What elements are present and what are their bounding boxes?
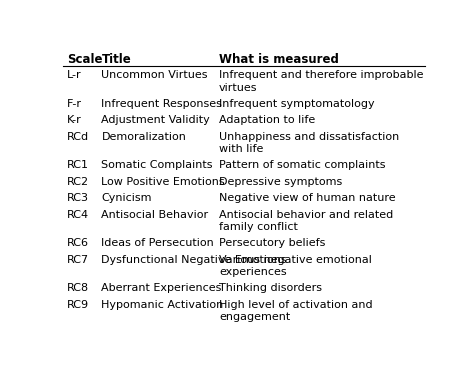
Text: Thinking disorders: Thinking disorders	[219, 283, 322, 293]
Text: Dysfunctional Negative Emotions: Dysfunctional Negative Emotions	[101, 255, 287, 264]
Text: Cynicism: Cynicism	[101, 193, 152, 203]
Text: L-r: L-r	[67, 70, 82, 80]
Text: Somatic Complaints: Somatic Complaints	[101, 160, 213, 170]
Text: Adjustment Validity: Adjustment Validity	[101, 115, 210, 125]
Text: RC1: RC1	[67, 160, 89, 170]
Text: Title: Title	[101, 53, 131, 66]
Text: Depressive symptoms: Depressive symptoms	[219, 177, 342, 187]
Text: F-r: F-r	[67, 99, 82, 109]
Text: Low Positive Emotions: Low Positive Emotions	[101, 177, 225, 187]
Text: Demoralization: Demoralization	[101, 132, 186, 142]
Text: Ideas of Persecution: Ideas of Persecution	[101, 238, 214, 248]
Text: Antisocial Behavior: Antisocial Behavior	[101, 210, 209, 219]
Text: Pattern of somatic complaints: Pattern of somatic complaints	[219, 160, 385, 170]
Text: RC9: RC9	[67, 299, 90, 310]
Text: Persecutory beliefs: Persecutory beliefs	[219, 238, 326, 248]
Text: What is measured: What is measured	[219, 53, 339, 66]
Text: Unhappiness and dissatisfaction
with life: Unhappiness and dissatisfaction with lif…	[219, 132, 399, 154]
Text: RC2: RC2	[67, 177, 90, 187]
Text: Infrequent symptomatology: Infrequent symptomatology	[219, 99, 374, 109]
Text: K-r: K-r	[67, 115, 82, 125]
Text: RC8: RC8	[67, 283, 90, 293]
Text: RC3: RC3	[67, 193, 89, 203]
Text: Adaptation to life: Adaptation to life	[219, 115, 315, 125]
Text: RC4: RC4	[67, 210, 90, 219]
Text: RCd: RCd	[67, 132, 90, 142]
Text: Uncommon Virtues: Uncommon Virtues	[101, 70, 208, 80]
Text: Infrequent and therefore improbable
virtues: Infrequent and therefore improbable virt…	[219, 70, 424, 93]
Text: Infrequent Responses: Infrequent Responses	[101, 99, 222, 109]
Text: High level of activation and
engagement: High level of activation and engagement	[219, 299, 373, 322]
Text: Antisocial behavior and related
family conflict: Antisocial behavior and related family c…	[219, 210, 393, 232]
Text: Various negative emotional
experiences: Various negative emotional experiences	[219, 255, 372, 277]
Text: RC7: RC7	[67, 255, 90, 264]
Text: Negative view of human nature: Negative view of human nature	[219, 193, 396, 203]
Text: Hypomanic Activation: Hypomanic Activation	[101, 299, 224, 310]
Text: Scale: Scale	[67, 53, 103, 66]
Text: Aberrant Experiences: Aberrant Experiences	[101, 283, 222, 293]
Text: RC6: RC6	[67, 238, 89, 248]
